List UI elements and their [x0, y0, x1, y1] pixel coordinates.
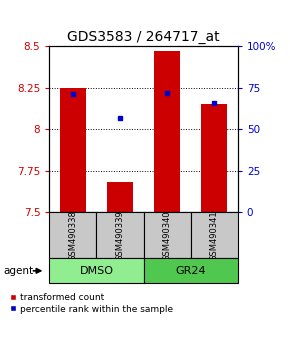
Text: GR24: GR24	[175, 266, 206, 276]
Bar	[49, 258, 144, 283]
Bar	[154, 51, 180, 212]
Title: GDS3583 / 264717_at: GDS3583 / 264717_at	[67, 30, 220, 44]
Bar	[144, 212, 191, 258]
Bar	[49, 212, 96, 258]
Text: DMSO: DMSO	[79, 266, 113, 276]
Bar	[107, 182, 133, 212]
Bar	[96, 212, 144, 258]
Text: GSM490340: GSM490340	[163, 210, 172, 261]
Text: GSM490341: GSM490341	[210, 210, 219, 261]
Text: GSM490338: GSM490338	[68, 210, 77, 261]
Bar	[60, 88, 86, 212]
Legend: transformed count, percentile rank within the sample: transformed count, percentile rank withi…	[8, 291, 175, 315]
Bar	[191, 212, 238, 258]
Bar	[144, 258, 238, 283]
Text: GSM490339: GSM490339	[115, 210, 124, 261]
Text: agent: agent	[3, 266, 33, 276]
Bar	[201, 104, 227, 212]
